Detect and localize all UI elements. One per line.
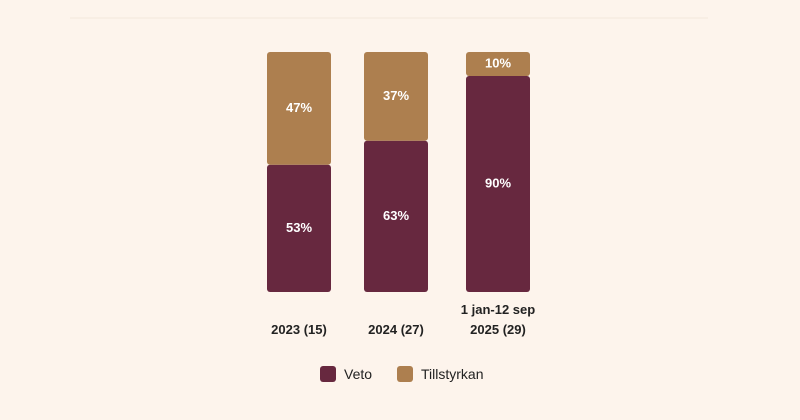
legend-item: Tillstyrkan bbox=[397, 366, 484, 382]
bar-segment bbox=[466, 52, 530, 76]
data-label: 90% bbox=[485, 175, 511, 190]
legend-item: Veto bbox=[320, 366, 372, 382]
bar-segment bbox=[364, 140, 428, 292]
data-label: 63% bbox=[383, 208, 409, 223]
x-tick-label: 2024 (27) bbox=[368, 322, 424, 337]
x-tick-label: 1 jan-12 sep 2025 (29) bbox=[460, 302, 536, 337]
x-tick-label: 2023 (15) bbox=[271, 322, 327, 337]
data-label: 47% bbox=[286, 100, 312, 115]
legend-label: Tillstyrkan bbox=[421, 366, 484, 382]
bar-segment bbox=[267, 52, 331, 165]
legend-label: Veto bbox=[344, 366, 373, 382]
data-label: 10% bbox=[485, 55, 511, 70]
bar-segment bbox=[364, 52, 428, 141]
data-label: 37% bbox=[383, 88, 409, 103]
data-label: 53% bbox=[286, 220, 312, 235]
legend-swatch bbox=[397, 366, 413, 382]
bar-segment bbox=[267, 164, 331, 292]
legend-swatch bbox=[320, 366, 336, 382]
bar-segment bbox=[466, 76, 530, 292]
